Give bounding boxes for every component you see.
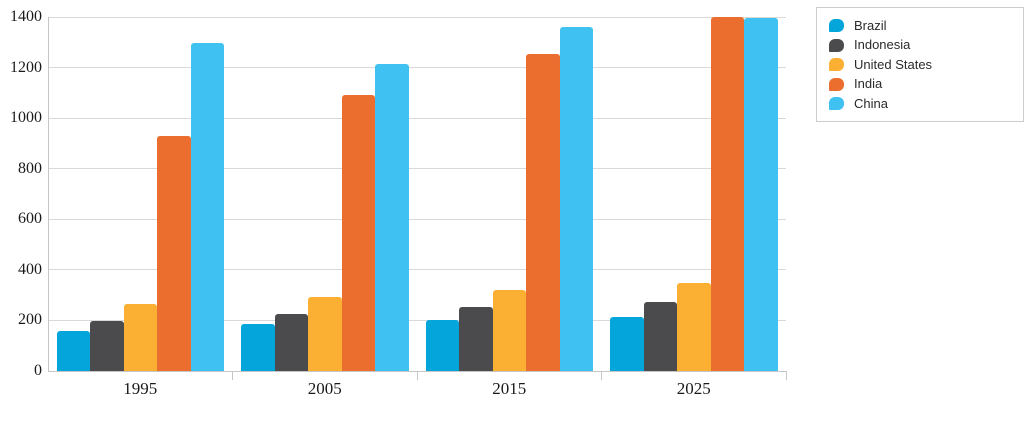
legend-swatch-china-icon <box>829 97 844 111</box>
bar-indonesia-2025[interactable] <box>643 301 677 371</box>
x-axis-tick <box>416 371 418 380</box>
bar-indonesia-1995[interactable] <box>90 321 124 371</box>
legend-item-united-states[interactable]: United States <box>829 55 1023 75</box>
legend-item-china[interactable]: China <box>829 94 1023 114</box>
legend-item-india[interactable]: India <box>829 75 1023 95</box>
bar-indonesia-2005[interactable] <box>274 313 308 371</box>
bar-india-2025[interactable] <box>710 17 744 371</box>
x-axis-tick <box>785 371 787 380</box>
bar-india-2005[interactable] <box>341 95 375 371</box>
gridline-1000 <box>48 117 786 119</box>
legend-label-united-states: United States <box>854 56 933 72</box>
gridline-400 <box>48 269 786 271</box>
y-axis-label-1200: 1200 <box>10 58 42 76</box>
bar-china-2025[interactable] <box>744 17 778 371</box>
bar-united-states-1995[interactable] <box>123 303 157 371</box>
y-axis-label-400: 400 <box>18 260 42 278</box>
legend-swatch-united-states-icon <box>829 58 844 72</box>
bar-united-states-2025[interactable] <box>677 283 711 371</box>
bar-brazil-1995[interactable] <box>56 330 90 371</box>
x-axis-tick <box>232 371 233 380</box>
legend-swatch-indonesia-icon <box>829 38 844 52</box>
bar-united-states-2015[interactable] <box>492 290 526 371</box>
bar-brazil-2015[interactable] <box>425 319 459 371</box>
bar-china-2015[interactable] <box>559 26 593 371</box>
bar-china-2005[interactable] <box>375 63 409 371</box>
legend: Brazil Indonesia United States India China <box>816 7 1024 122</box>
gridline-1200 <box>48 67 786 69</box>
legend-swatch-brazil-icon <box>829 19 844 33</box>
y-axis-label-1000: 1000 <box>10 109 42 127</box>
y-axis-label-0: 0 <box>34 362 42 379</box>
legend-item-brazil[interactable]: Brazil <box>829 16 1023 36</box>
legend-item-indonesia[interactable]: Indonesia <box>829 36 1023 56</box>
plot-area <box>48 16 787 380</box>
bar-india-1995[interactable] <box>157 136 191 371</box>
x-axis-label-2015: 2015 <box>492 379 527 398</box>
y-axis-line <box>48 17 49 372</box>
legend-label-brazil: Brazil <box>854 17 887 33</box>
bar-brazil-2025[interactable] <box>610 316 644 371</box>
x-axis-label-2005: 2005 <box>307 379 342 398</box>
legend-label-china: China <box>854 95 888 111</box>
bar-united-states-2005[interactable] <box>308 296 342 371</box>
x-axis-label-2025: 2025 <box>676 379 711 398</box>
bar-indonesia-2015[interactable] <box>459 306 493 371</box>
y-axis-label-1400: 1400 <box>10 8 42 25</box>
gridline-1400 <box>48 16 786 18</box>
y-axis-label-800: 800 <box>18 159 42 177</box>
bar-brazil-2005[interactable] <box>241 324 275 371</box>
gridline-600 <box>48 218 786 220</box>
x-axis-tick <box>601 371 602 380</box>
gridline-800 <box>48 168 786 170</box>
y-axis-label-200: 200 <box>18 311 42 329</box>
legend-label-indonesia: Indonesia <box>854 37 911 53</box>
legend-swatch-india-icon <box>829 77 844 91</box>
bar-india-2015[interactable] <box>526 54 560 371</box>
bar-china-1995[interactable] <box>190 42 224 371</box>
y-axis-label-600: 600 <box>18 210 42 228</box>
gridline-200 <box>48 319 786 321</box>
legend-label-india: India <box>854 76 883 92</box>
x-axis-label-1995: 1995 <box>123 379 158 398</box>
